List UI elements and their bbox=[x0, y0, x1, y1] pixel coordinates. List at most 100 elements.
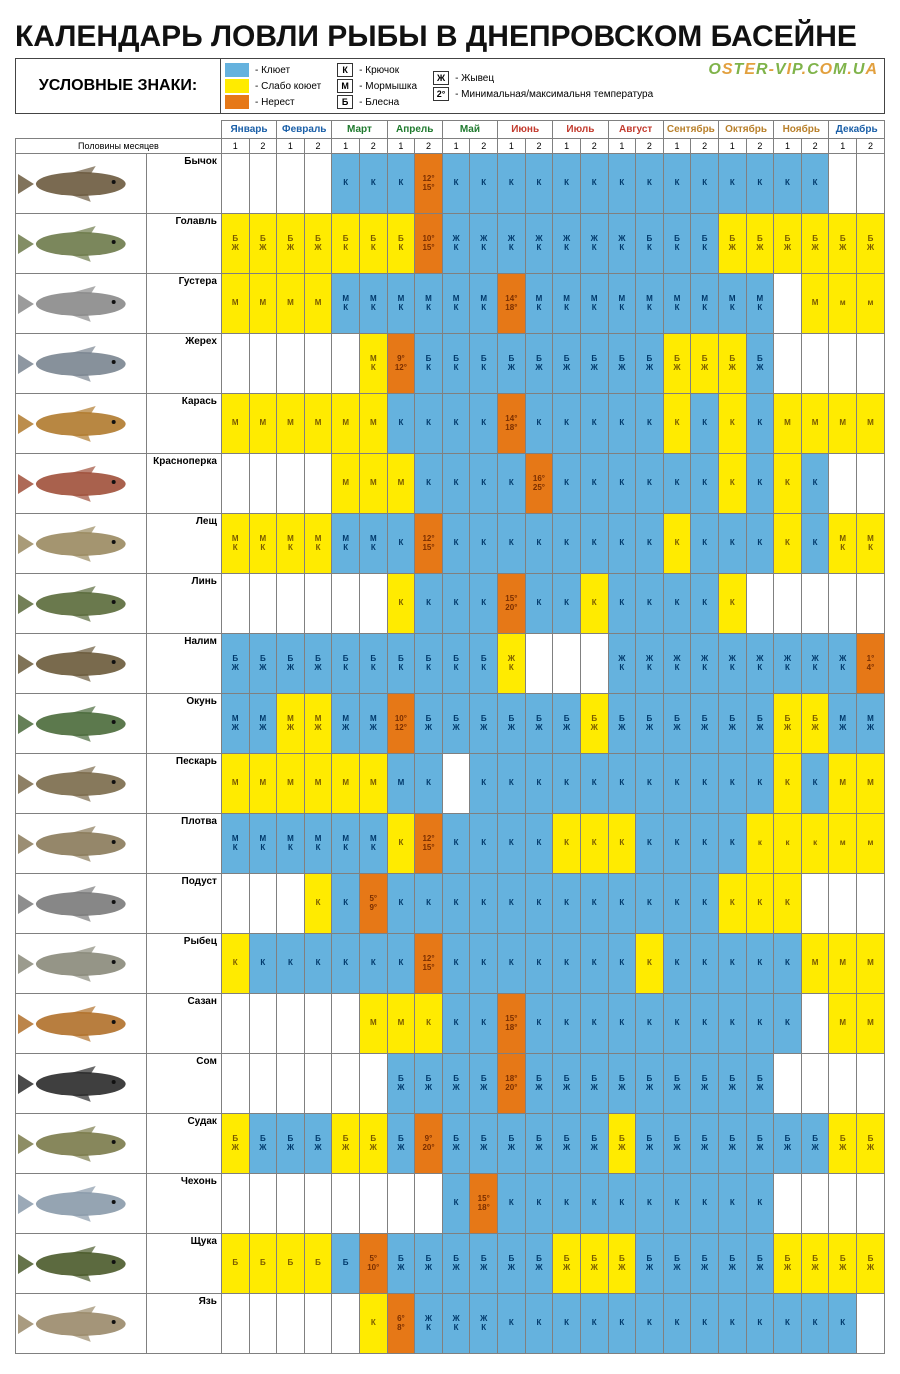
calendar-cell: Б Ж bbox=[746, 694, 774, 754]
calendar-cell: К bbox=[415, 574, 443, 634]
calendar-cell bbox=[801, 1174, 829, 1234]
calendar-cell: К bbox=[746, 394, 774, 454]
calendar-cell: К bbox=[608, 934, 636, 994]
calendar-cell: К bbox=[580, 994, 608, 1054]
calendar-cell: М К bbox=[359, 514, 387, 574]
calendar-cell: К bbox=[774, 754, 802, 814]
calendar-cell: К bbox=[525, 154, 553, 214]
legend-tactic-row: К- Крючок bbox=[337, 63, 417, 77]
brand: OSTER-VIP.COM.UA bbox=[708, 61, 878, 79]
calendar-cell: Б Ж bbox=[470, 1054, 498, 1114]
legend-extra-row: 2°- Минимальная/максимальня температура bbox=[433, 87, 876, 101]
calendar-cell: К bbox=[663, 754, 691, 814]
calendar-cell: Б Ж bbox=[525, 694, 553, 754]
fish-image bbox=[16, 1234, 147, 1294]
calendar-cell bbox=[415, 1174, 443, 1234]
calendar-cell: К bbox=[249, 934, 277, 994]
calendar-cell: К bbox=[525, 514, 553, 574]
table-head: ЯнварьФевральМартАпрельМайИюньИюльАвгуст… bbox=[16, 121, 885, 154]
legend-color-label: - Клюет bbox=[255, 65, 290, 76]
calendar-cell: Ж К bbox=[470, 214, 498, 274]
calendar-cell: Б Ж bbox=[442, 1054, 470, 1114]
fish-name: Карась bbox=[146, 394, 221, 454]
calendar-cell: М bbox=[277, 394, 305, 454]
fish-image bbox=[16, 1294, 147, 1354]
calendar-cell: К bbox=[636, 814, 664, 874]
calendar-cell: К bbox=[470, 994, 498, 1054]
calendar-cell: К bbox=[691, 874, 719, 934]
calendar-cell: Б Ж bbox=[774, 214, 802, 274]
calendar-cell: М bbox=[857, 754, 885, 814]
calendar-cell: Б bbox=[332, 1234, 360, 1294]
calendar-cell bbox=[746, 574, 774, 634]
calendar-cell: К bbox=[663, 934, 691, 994]
calendar-cell bbox=[249, 454, 277, 514]
calendar-cell: Б Ж bbox=[525, 1114, 553, 1174]
legend-tactics: К- КрючокМ- МормышкаБ- Блесна bbox=[329, 59, 425, 113]
fish-name: Чехонь bbox=[146, 1174, 221, 1234]
calendar-cell: М bbox=[829, 994, 857, 1054]
fish-name: Голавль bbox=[146, 214, 221, 274]
halfmonths-label: Половины месяцев bbox=[16, 139, 222, 154]
calendar-cell: Б Ж bbox=[221, 634, 249, 694]
legend-color-row: - Клюет bbox=[225, 63, 321, 77]
calendar-cell: К bbox=[691, 814, 719, 874]
legend-code-box: М bbox=[337, 79, 353, 93]
calendar-cell: Б К bbox=[442, 634, 470, 694]
calendar-cell: Б Ж bbox=[580, 694, 608, 754]
calendar-cell: К bbox=[553, 814, 581, 874]
legend-extra-label: - Минимальная/максимальня температура bbox=[455, 89, 653, 100]
calendar-cell: 5° 10° bbox=[359, 1234, 387, 1294]
calendar-cell: Б Ж bbox=[718, 694, 746, 754]
calendar-cell: К bbox=[498, 454, 526, 514]
calendar-cell: К bbox=[829, 1294, 857, 1354]
calendar-cell: К bbox=[553, 754, 581, 814]
calendar-cell: К bbox=[415, 454, 443, 514]
calendar-cell: К bbox=[470, 394, 498, 454]
calendar-cell: Б Ж bbox=[829, 1234, 857, 1294]
half-header: 2 bbox=[580, 139, 608, 154]
calendar-cell: К bbox=[580, 814, 608, 874]
month-header: Сентябрь bbox=[663, 121, 718, 139]
calendar-cell: К bbox=[718, 994, 746, 1054]
table-row: СомБ ЖБ ЖБ ЖБ Ж18° 20°Б ЖБ ЖБ ЖБ ЖБ ЖБ Ж… bbox=[16, 1054, 885, 1114]
calendar-cell: К bbox=[498, 1174, 526, 1234]
calendar-cell: К bbox=[774, 154, 802, 214]
calendar-cell: К bbox=[580, 514, 608, 574]
calendar-cell: К bbox=[221, 934, 249, 994]
half-header: 2 bbox=[249, 139, 277, 154]
table-row: ГустераМММММ КМ КМ КМ КМ КМ К14° 18°М КМ… bbox=[16, 274, 885, 334]
calendar-cell: К bbox=[442, 1174, 470, 1234]
half-header: 1 bbox=[718, 139, 746, 154]
calendar-cell bbox=[801, 334, 829, 394]
calendar-cell: К bbox=[580, 754, 608, 814]
calendar-cell: К bbox=[525, 1174, 553, 1234]
calendar-cell: Б К bbox=[636, 214, 664, 274]
calendar-cell: Ж К bbox=[580, 214, 608, 274]
calendar-cell: М bbox=[801, 394, 829, 454]
calendar-cell: К bbox=[608, 574, 636, 634]
table-row: СазанММККК15° 18°ККККККККККММ bbox=[16, 994, 885, 1054]
calendar-cell: К bbox=[498, 754, 526, 814]
calendar-cell: К bbox=[359, 154, 387, 214]
calendar-cell bbox=[829, 874, 857, 934]
calendar-cell bbox=[359, 1054, 387, 1114]
calendar-cell: 6° 8° bbox=[387, 1294, 415, 1354]
calendar-cell: Б Ж bbox=[857, 214, 885, 274]
calendar-cell: К bbox=[691, 1174, 719, 1234]
calendar-cell: Б Ж bbox=[277, 214, 305, 274]
calendar-cell: К bbox=[387, 514, 415, 574]
legend-tactic-label: - Крючок bbox=[359, 65, 399, 76]
table-row: КарасьММММММКККК14° 18°КККККККККММММ bbox=[16, 394, 885, 454]
calendar-cell: М Ж bbox=[332, 694, 360, 754]
calendar-cell: М bbox=[857, 994, 885, 1054]
calendar-cell bbox=[249, 994, 277, 1054]
calendar-cell: Ж К bbox=[608, 214, 636, 274]
fish-name: Жерех bbox=[146, 334, 221, 394]
calendar-cell: Б Ж bbox=[691, 694, 719, 754]
calendar-cell: Б Ж bbox=[801, 694, 829, 754]
calendar-cell: К bbox=[636, 1174, 664, 1234]
calendar-cell: Б Ж bbox=[249, 634, 277, 694]
calendar-cell: К bbox=[774, 934, 802, 994]
calendar-cell: К bbox=[691, 454, 719, 514]
